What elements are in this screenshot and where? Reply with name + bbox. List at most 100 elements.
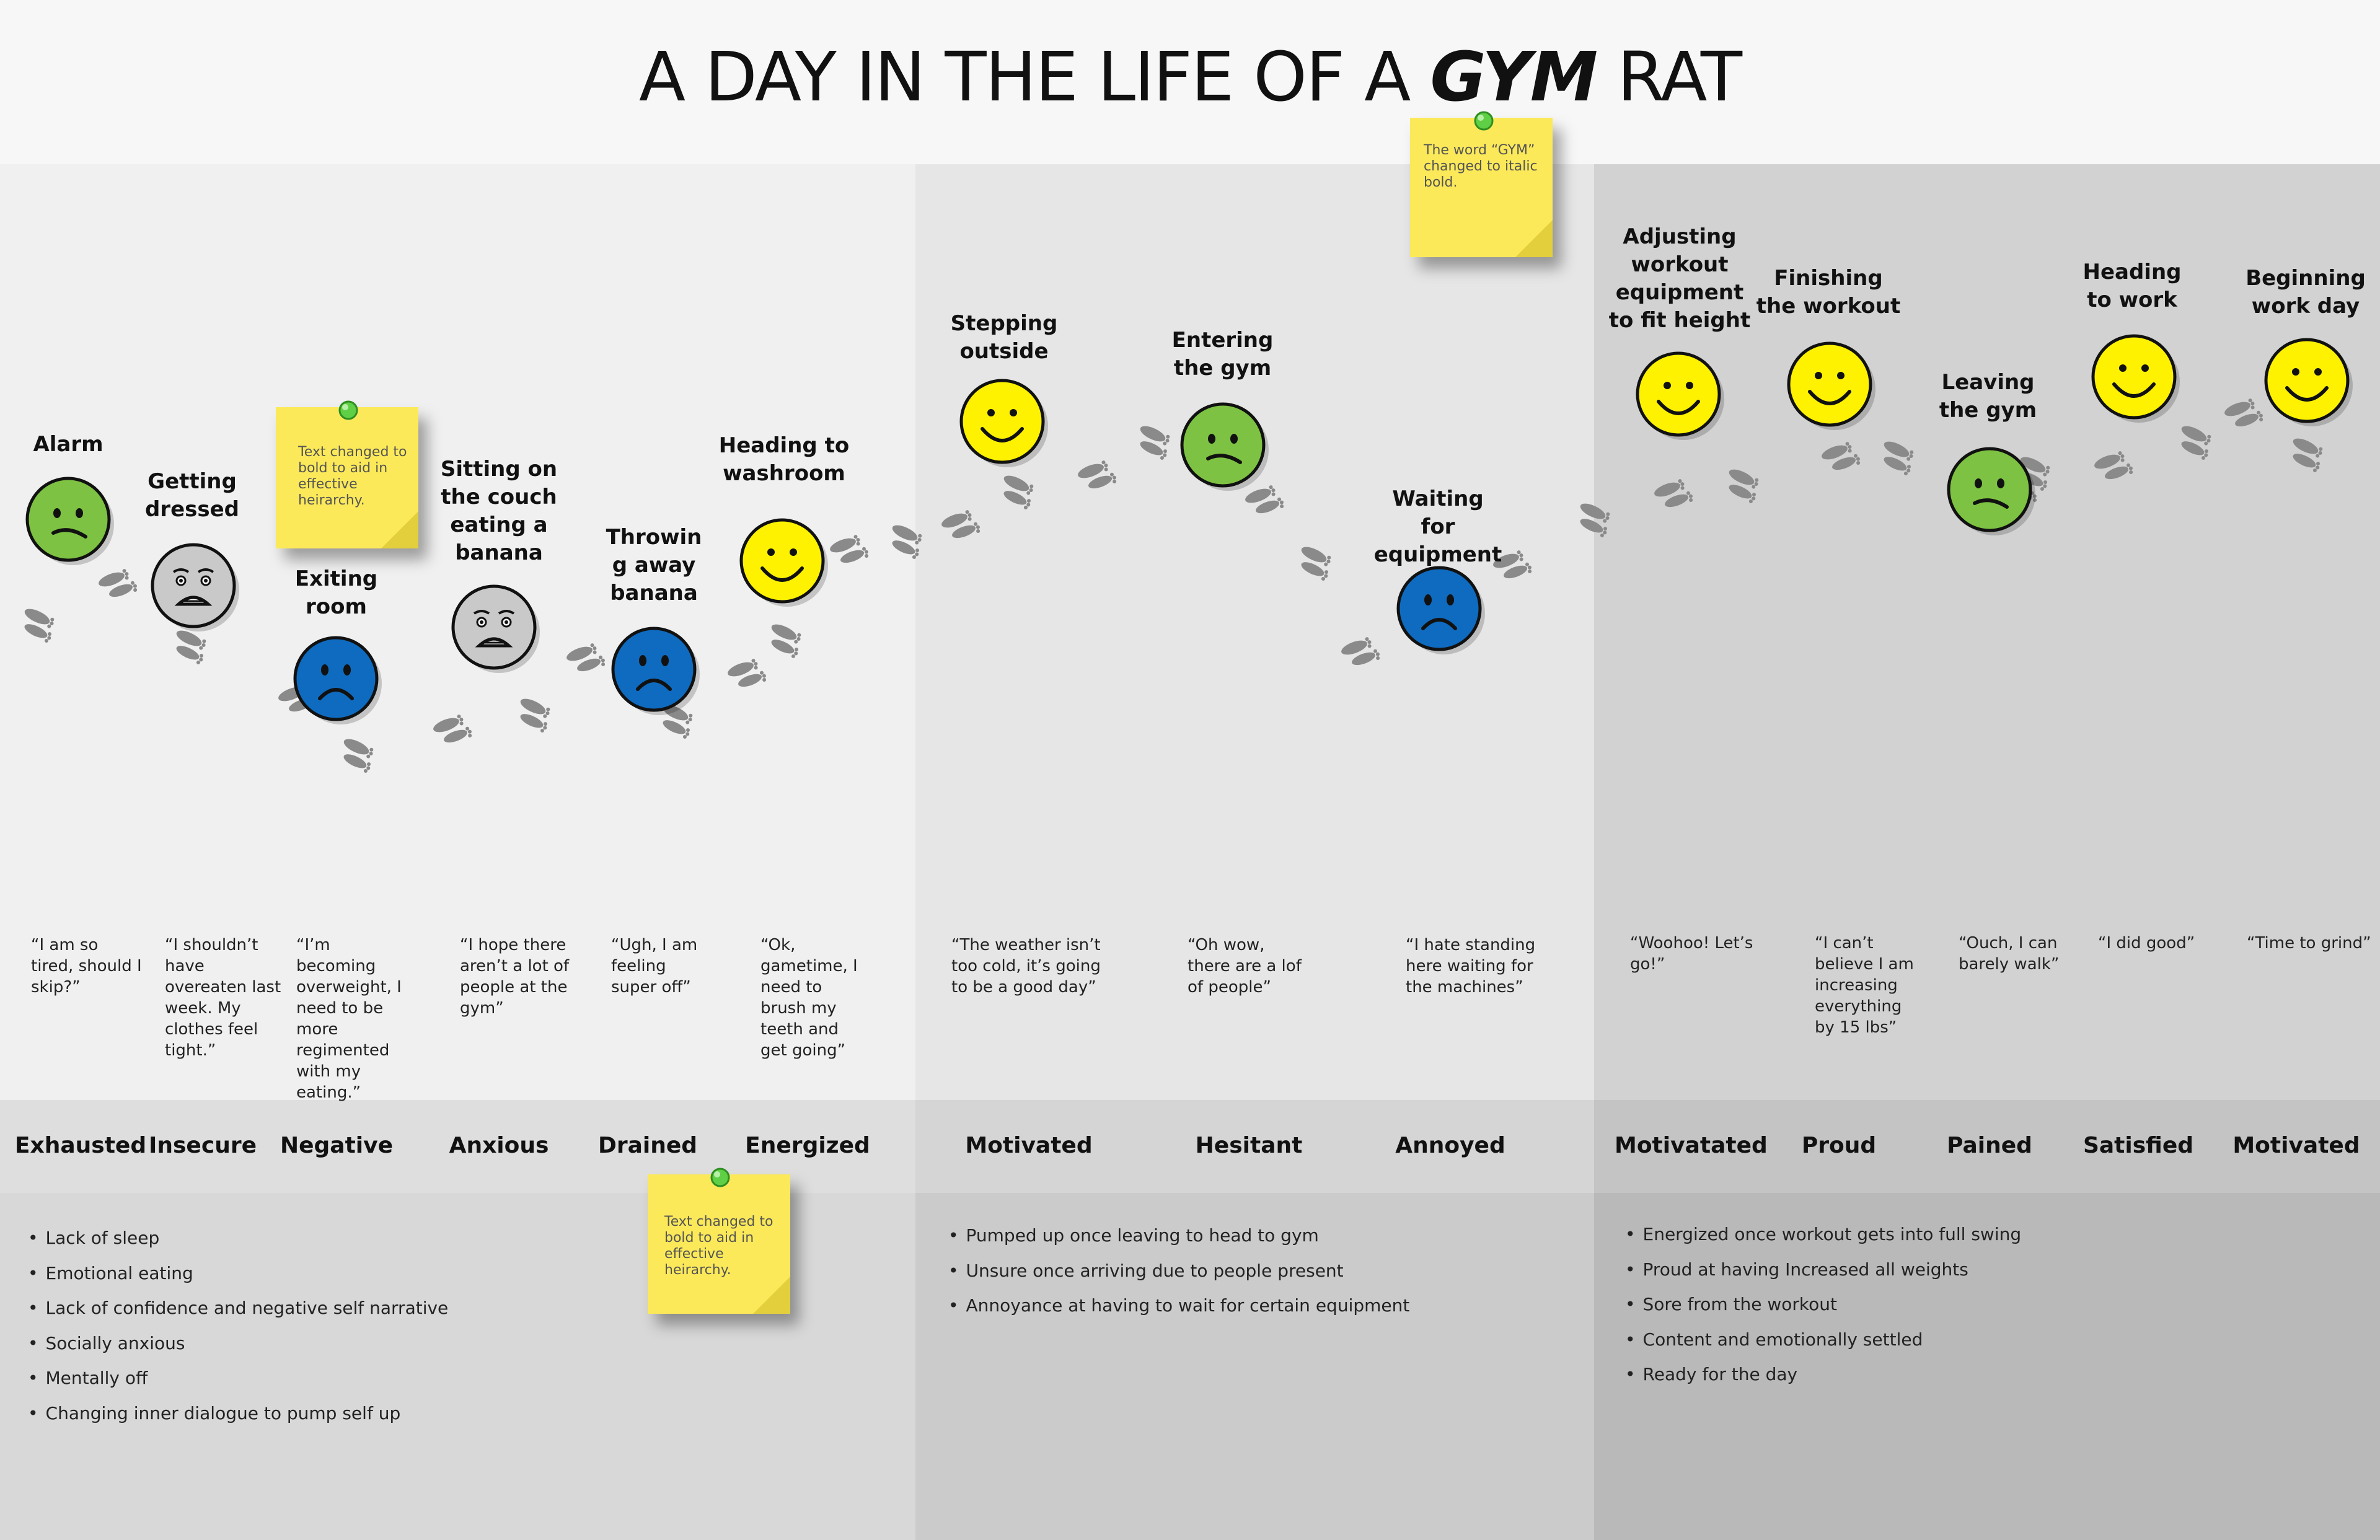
note-fold [381,511,418,548]
face-icon [2091,333,2180,423]
stage-quote: “Ugh, I am feeling super off” [611,936,698,997]
face-shape [1396,566,1485,654]
stage-quote: “I am so tired, should I skip?” [31,936,142,997]
insight-item: Content and emotionally settled [1625,1322,2021,1358]
sticky-note-text: The word “GYM” changed to italic bold. [1424,143,1538,190]
emotion-label: Anxious [449,1133,549,1158]
emotion-label: Energized [745,1133,870,1158]
face-shape [1787,341,1875,430]
insight-item: Lack of sleep [28,1221,448,1256]
face-icon [959,378,1048,467]
face-icon [25,476,114,565]
note-fold [753,1277,790,1314]
face-icon [1635,351,1724,440]
title-suffix: RAT [1597,37,1742,117]
face-shape [2264,338,2353,426]
stage-label: Heading to work [2082,260,2182,312]
pin-icon [338,400,359,421]
face-icon [610,626,700,715]
emotion-label: Negative [280,1133,394,1158]
pin-icon [1473,110,1494,131]
insights-list-3: Energized once workout gets into full sw… [1625,1217,2022,1393]
emotion-label: Exhausted [14,1133,147,1158]
face-shape [1180,402,1269,491]
insight-item: Proud at having Increased all weights [1625,1252,2021,1288]
face-icon [1786,341,1875,430]
stage-quote: “I’m becoming overweight, I need to be m… [296,936,402,1102]
title-emphasis: GYM [1430,37,1598,117]
face-shape [959,379,1048,467]
face-shape [611,627,700,715]
stage-label: Beginning work day [2246,266,2366,319]
face-shape [451,584,540,673]
stage-label: Throwin g away banana [606,525,702,605]
face-icon [739,517,828,607]
insight-item: Pumped up once leaving to head to gym [948,1218,1409,1254]
emotion-row-2 [915,1100,1594,1193]
stage-label: Alarm [33,432,104,457]
insights-list-1: Lack of sleep Emotional eating Lack of c… [28,1221,449,1432]
insights-list-2: Pumped up once leaving to head to gym Un… [948,1218,1410,1324]
face-shape [25,477,114,565]
face-shape [293,636,382,724]
emotion-row-3 [1594,1100,2380,1193]
insight-item: Emotional eating [28,1256,448,1291]
sticky-note: The word “GYM” changed to italic bold. [1410,111,1553,257]
stage-quote: “Ok, gametime, I need to brush my teeth … [760,936,858,1060]
stage-quote: “I hope there aren’t a lot of people at … [460,936,570,1018]
face-icon [293,635,382,724]
stage-quote: “Time to grind” [2247,934,2371,953]
insight-item: Energized once workout gets into full sw… [1625,1217,2022,1252]
stage-label: Heading to washroom [718,433,850,486]
face-shape [151,543,239,631]
emotion-label: Satisfied [2082,1133,2194,1158]
face-shape [739,518,828,607]
face-icon [2263,337,2353,426]
stage-label: Finishing the workout [1756,266,1901,319]
sticky-note: Text changed to bold to aid in effective… [276,400,418,548]
stage-label: Entering the gym [1171,328,1274,381]
emotion-label: Motivated [965,1133,1093,1158]
insight-item: Ready for the day [1625,1357,2021,1393]
stage-quote: “The weather isn’t too cold, it’s going … [951,936,1101,997]
stage-quote: “I shouldn’t have overeaten last week. M… [165,936,281,1060]
stage-label: Leaving the gym [1939,370,2037,423]
title-prefix: A DAY IN THE LIFE OF A [638,37,1430,117]
stage-quote: “Ouch, I can barely walk” [1959,934,2060,974]
insight-item: Unsure once arriving due to people prese… [948,1254,1409,1289]
face-shape [1947,447,2035,535]
face-icon [1396,565,1485,654]
page-title: A DAY IN THE LIFE OF A GYM RAT [0,37,2380,117]
emotion-label: Proud [1801,1133,1877,1158]
pin-icon [710,1167,731,1188]
note-fold [1515,220,1553,257]
phase-background-workout [1594,164,2380,1100]
stage-quote: “Woohoo! Let’s go!” [1630,934,1753,974]
emotion-label: Annoyed [1395,1133,1505,1158]
sticky-note: Text changed to bold to aid in effective… [648,1168,790,1314]
insight-item: Annoyance at having to wait for certain … [948,1288,1410,1324]
insight-item: Changing inner dialogue to pump self up [28,1396,448,1432]
stage-label: Exiting room [294,566,378,619]
stage-quote: “I did good” [2098,934,2195,953]
emotion-label: Insecure [148,1133,257,1158]
sticky-note-text: Text changed to bold to aid in effective… [298,444,407,508]
insight-item: Sore from the workout [1625,1287,2021,1322]
stage-quote: “Oh wow, there are a lof of people” [1188,936,1302,997]
insight-item: Socially anxious [28,1326,448,1362]
emotion-label: Hesitant [1195,1133,1303,1158]
stage-quote: “I hate standing here waiting for the ma… [1406,936,1536,997]
face-shape [2091,334,2180,423]
stage-label: Stepping outside [950,311,1058,364]
emotion-label: Motivated [2232,1133,2360,1158]
face-icon [1946,446,2035,535]
stage-label: Waiting for equipment [1373,486,1502,567]
face-icon [150,542,239,631]
emotion-label: Drained [597,1133,698,1158]
stage-label: Sitting on the couch eating a banana [440,457,558,565]
title-bar [0,0,2380,164]
emotion-label: Pained [1947,1133,2032,1158]
insight-item: Mentally off [28,1361,448,1396]
stage-label: Getting dressed [144,469,240,522]
phase-background-commute [915,164,1594,1100]
